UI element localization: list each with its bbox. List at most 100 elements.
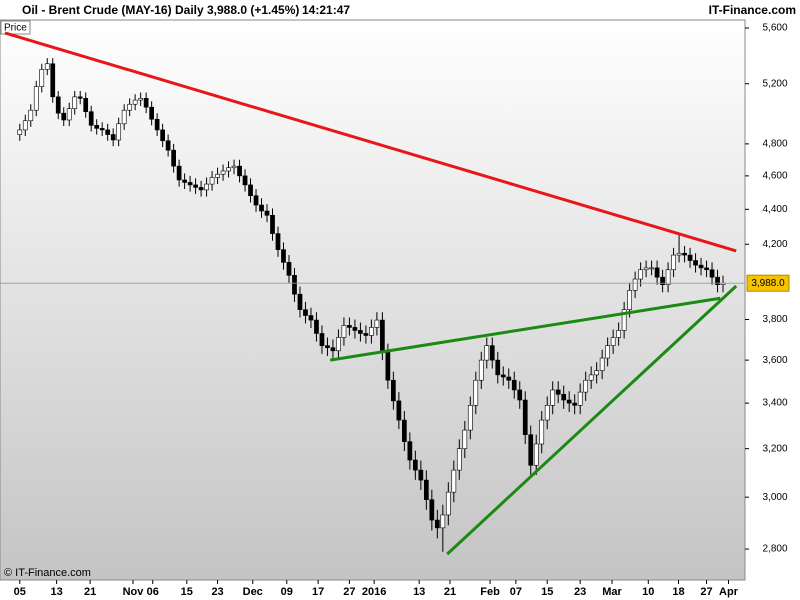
y-tick-label: 3,400 bbox=[762, 398, 787, 409]
candle-body bbox=[39, 69, 45, 87]
candle-body bbox=[336, 337, 341, 352]
candle-body bbox=[77, 96, 83, 99]
candle-body bbox=[270, 214, 275, 234]
candle-body bbox=[517, 389, 523, 401]
y-tick-label: 2,800 bbox=[762, 544, 787, 555]
candle-body bbox=[434, 519, 440, 529]
candle-body bbox=[665, 269, 671, 285]
candle-body bbox=[649, 267, 654, 270]
candle-body bbox=[412, 459, 418, 471]
candle-body bbox=[330, 347, 336, 352]
candle-body bbox=[484, 345, 490, 361]
candle-body bbox=[231, 165, 237, 169]
x-tick-label: Nov bbox=[123, 586, 145, 598]
plot-area bbox=[0, 19, 746, 581]
y-tick-label: 5,600 bbox=[762, 23, 787, 34]
candle-body bbox=[110, 134, 116, 141]
candle-body bbox=[347, 325, 352, 328]
candle-body bbox=[687, 254, 693, 261]
candle-body bbox=[374, 319, 380, 328]
candle-body bbox=[358, 330, 363, 334]
candle-body bbox=[286, 262, 292, 276]
candle-body bbox=[248, 184, 253, 197]
candle-body bbox=[550, 389, 556, 406]
candle-body bbox=[341, 325, 347, 338]
candle-body bbox=[533, 443, 539, 466]
x-tick-label: 05 bbox=[14, 586, 26, 598]
x-tick-label: 13 bbox=[50, 586, 62, 598]
candle-body bbox=[319, 333, 325, 346]
candle-body bbox=[500, 374, 506, 378]
y-tick-label: 4,600 bbox=[762, 171, 787, 182]
candle-body bbox=[275, 233, 281, 250]
x-tick-label: 27 bbox=[700, 586, 712, 598]
candle-body bbox=[676, 252, 682, 256]
candle-body bbox=[28, 109, 34, 122]
trendline bbox=[446, 284, 738, 556]
x-tick-label: 27 bbox=[343, 586, 355, 598]
candle-body bbox=[407, 441, 413, 461]
candle-body bbox=[33, 86, 39, 111]
y-tick-label: 4,400 bbox=[762, 204, 787, 215]
candle-body bbox=[698, 264, 704, 269]
candle-body bbox=[605, 345, 611, 359]
candle-body bbox=[632, 278, 638, 291]
candle-body bbox=[314, 319, 319, 334]
candle-body bbox=[577, 391, 583, 406]
candle-body bbox=[528, 434, 534, 466]
candle-body bbox=[572, 402, 578, 406]
trendline bbox=[4, 31, 737, 253]
y-tick-label: 4,800 bbox=[762, 139, 787, 150]
candle-body bbox=[385, 351, 391, 381]
candle-body bbox=[402, 419, 407, 442]
candle-body bbox=[506, 376, 512, 381]
candle-body bbox=[281, 249, 286, 263]
candle-body bbox=[489, 345, 495, 361]
candle-body bbox=[495, 359, 501, 376]
x-tick-label: 18 bbox=[672, 586, 684, 598]
candle-body bbox=[116, 123, 122, 141]
x-tick-label: 23 bbox=[211, 586, 223, 598]
candle-body bbox=[380, 319, 385, 353]
candle-body bbox=[682, 252, 687, 256]
candle-body bbox=[715, 276, 720, 285]
candle-body bbox=[451, 469, 457, 493]
candle-body bbox=[303, 309, 308, 316]
candle-body bbox=[204, 183, 209, 191]
candle-body bbox=[704, 267, 709, 271]
candle-body bbox=[215, 173, 220, 178]
candle-body bbox=[423, 479, 429, 500]
chart-title: Oil - Brent Crude (MAY-16) bbox=[22, 3, 172, 17]
candle-body bbox=[165, 140, 171, 151]
candle-body bbox=[88, 111, 94, 126]
x-tick-label: 15 bbox=[181, 586, 193, 598]
candle-body bbox=[138, 98, 144, 101]
candle-body bbox=[264, 210, 270, 216]
candle-body bbox=[610, 337, 616, 346]
candle-body bbox=[105, 129, 111, 135]
x-tick-label: 10 bbox=[642, 586, 654, 598]
candle-body bbox=[522, 399, 528, 435]
candle-body bbox=[292, 275, 297, 295]
trendline bbox=[329, 296, 721, 362]
candle-body bbox=[297, 293, 303, 310]
candle-body bbox=[176, 165, 182, 181]
candle-body bbox=[83, 98, 89, 112]
candle-body bbox=[237, 165, 242, 177]
candle-body bbox=[473, 379, 479, 406]
candle-body bbox=[643, 267, 649, 271]
candle-body bbox=[418, 469, 424, 481]
time: 14:21:47 bbox=[302, 3, 350, 17]
quote: 3,988.0 (+1.45%) bbox=[207, 3, 299, 17]
candle-body bbox=[50, 63, 56, 98]
x-tick-label: Apr bbox=[719, 586, 739, 598]
candle-body bbox=[55, 96, 61, 114]
candle-body bbox=[171, 149, 176, 167]
x-tick-label: 21 bbox=[444, 586, 456, 598]
candle-body bbox=[440, 514, 446, 529]
candle-body bbox=[72, 96, 78, 110]
candle-body bbox=[22, 120, 28, 131]
candle-body bbox=[121, 109, 127, 125]
x-tick-label: 13 bbox=[413, 586, 425, 598]
